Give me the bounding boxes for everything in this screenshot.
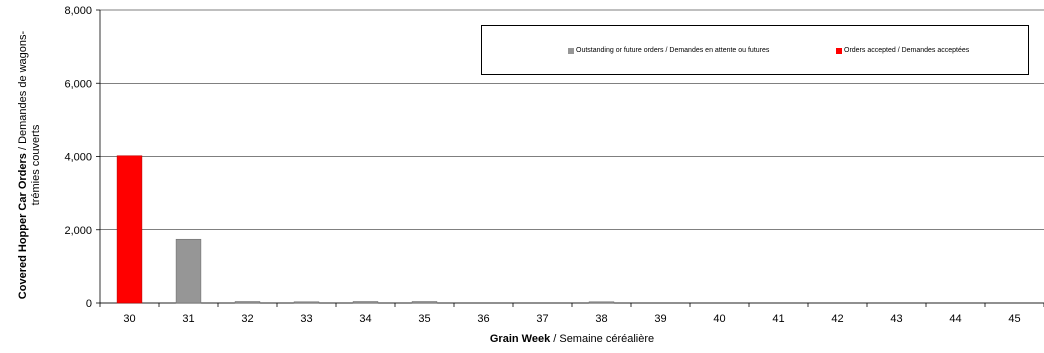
x-tick-label: 43 [890, 313, 902, 325]
x-tick-label: 35 [418, 313, 430, 325]
legend-swatch-outstanding [568, 47, 574, 54]
bar-outstanding [234, 301, 261, 304]
x-tick-label: 33 [300, 313, 312, 325]
x-tick-label: 37 [536, 313, 548, 325]
legend: Outstanding or future orders / Demandes … [481, 25, 1029, 75]
legend-label-accepted: Orders accepted / Demandes acceptées [844, 47, 970, 54]
x-tick-label: 45 [1008, 313, 1020, 325]
bar-outstanding [588, 301, 615, 304]
y-tick-label: 2,000 [64, 225, 92, 237]
x-tick-label: 40 [713, 313, 725, 325]
legend-swatch-accepted [836, 47, 842, 54]
x-tick-label: 34 [359, 313, 371, 325]
x-tick-label: 31 [182, 313, 194, 325]
y-tick-label: 8,000 [64, 5, 92, 17]
legend-item-outstanding: Outstanding or future orders / Demandes … [568, 47, 769, 54]
x-tick-label: 42 [831, 313, 843, 325]
bar-outstanding [293, 301, 320, 304]
y-axis-title: Covered Hopper Car Orders / Demandes de … [6, 20, 54, 310]
x-tick-label: 44 [949, 313, 961, 325]
bar-outstanding [411, 301, 438, 304]
x-tick-label: 36 [477, 313, 489, 325]
y-axis-title-bold: Covered Hopper Car Orders [17, 153, 29, 300]
x-tick-label: 39 [654, 313, 666, 325]
y-tick-label: 4,000 [64, 152, 92, 164]
x-tick-label: 32 [241, 313, 253, 325]
y-tick-label: 0 [86, 298, 92, 310]
x-tick-label: 30 [123, 313, 135, 325]
bar-accepted [116, 155, 143, 304]
legend-label-outstanding: Outstanding or future orders / Demandes … [576, 47, 770, 54]
x-axis-title-bold: Grain Week [489, 333, 551, 345]
y-tick-label: 6,000 [64, 78, 92, 90]
bar-outstanding [352, 301, 379, 304]
x-tick-label: 41 [772, 313, 784, 325]
bar-outstanding [175, 238, 202, 304]
x-tick-label: 38 [595, 313, 607, 325]
legend-item-accepted: Orders accepted / Demandes acceptées [836, 47, 969, 54]
x-axis-title: Grain Week / Semaine céréalière [100, 333, 1044, 345]
x-axis-title-rest: / Semaine céréalière [550, 333, 655, 345]
